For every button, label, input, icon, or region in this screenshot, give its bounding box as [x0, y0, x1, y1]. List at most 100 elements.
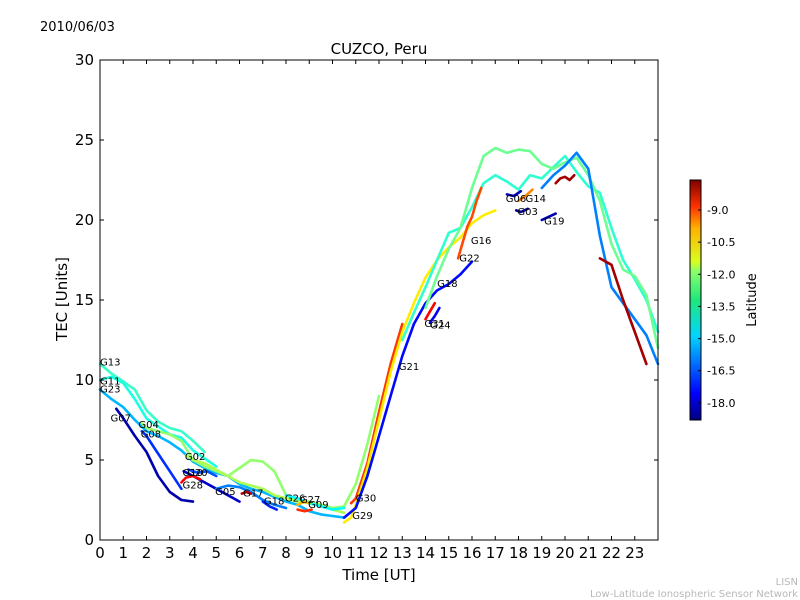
colorbar-tick-label: -13.5	[707, 300, 735, 313]
series-label: G04	[138, 420, 158, 431]
x-tick-label: 23	[625, 544, 644, 562]
colorbar-label: Latitude	[745, 273, 760, 327]
series-label: G27	[300, 495, 320, 506]
x-tick-label: 4	[188, 544, 198, 562]
x-tick-label: 13	[393, 544, 412, 562]
series-trace-g20	[187, 468, 218, 478]
x-tick-label: 6	[235, 544, 245, 562]
series-trace-g26	[284, 493, 346, 511]
series-trace-g14	[517, 188, 534, 203]
colorbar-ticks: -9.0 -10.5 -12.0 -13.5 -15.0 -16.5 -18.0	[698, 204, 735, 410]
series-label: G28	[183, 481, 203, 492]
series-label: G17	[243, 489, 263, 500]
date-label: 2010/06/03	[40, 20, 115, 35]
x-tick-label: 1	[118, 544, 128, 562]
x-tick-label: 12	[369, 544, 388, 562]
x-tick-label: 16	[462, 544, 481, 562]
series-trace-g17	[240, 490, 253, 495]
series-label: G23	[100, 385, 120, 396]
credit-network: Low-Latitude Ionospheric Sensor Network	[590, 589, 798, 600]
series-trace-g04	[140, 394, 381, 510]
series-trace-g08	[140, 429, 183, 491]
series-label: G18	[264, 497, 284, 508]
series-label: G11	[100, 377, 120, 388]
series-label: G14	[525, 194, 545, 205]
series-label: G02	[185, 452, 205, 463]
series-label: G16	[471, 236, 491, 247]
series-label: G22	[459, 253, 479, 264]
series-label: G10	[183, 468, 203, 479]
series-label: G21	[399, 362, 419, 373]
series-label: G06	[506, 194, 526, 205]
series-trace-g19	[540, 212, 558, 222]
series-trace-g09	[296, 508, 313, 513]
series-trace-g16	[424, 146, 660, 350]
x-tick-label: 9	[304, 544, 314, 562]
series-trace-g28	[180, 474, 202, 484]
x-tick-label: 10	[323, 544, 342, 562]
x-tick-label: 22	[602, 544, 621, 562]
series-label: G05	[215, 487, 235, 498]
data-layer	[98, 146, 660, 524]
series-trace-g27	[296, 500, 311, 507]
series-trace-unlabeled-30	[598, 257, 648, 366]
x-tick-label: 8	[281, 544, 291, 562]
series-label: G29	[352, 511, 372, 522]
series-trace-g31	[424, 301, 437, 321]
series-trace-g21	[342, 260, 474, 519]
x-tick-label: 15	[439, 544, 458, 562]
colorbar-tick-label: -18.0	[707, 397, 735, 410]
series-trace-unlabeled-29	[540, 151, 660, 366]
x-tick-label: 17	[486, 544, 505, 562]
series-label: G07	[110, 413, 130, 424]
series-trace-g22	[456, 186, 483, 260]
colorbar-tick-label: -10.5	[707, 236, 735, 249]
y-tick-label: 0	[84, 531, 94, 549]
series-label: G13	[100, 357, 120, 368]
colorbar	[689, 179, 702, 421]
x-tick-label: 5	[211, 544, 221, 562]
series-trace-g30	[349, 322, 404, 505]
series-label: G08	[141, 429, 161, 440]
series-label: G26	[285, 493, 305, 504]
y-tick-label: 10	[75, 371, 94, 389]
x-axis-label: Time [UT]	[341, 566, 415, 584]
colorbar-tick-label: -12.0	[707, 268, 735, 281]
x-tick-label: 2	[142, 544, 152, 562]
series-trace-g05	[215, 484, 288, 510]
x-tick-label: 11	[346, 544, 365, 562]
axis-ticks: 0 1 2 3 4 5 6 7 8 9 10 11 12 13 14 15 16 17 18 19 20 21 22 2305…	[75, 51, 658, 562]
series-label: G24	[430, 321, 450, 332]
x-tick-label: 7	[258, 544, 268, 562]
y-tick-label: 20	[75, 211, 94, 229]
series-label: G18	[437, 279, 457, 290]
series-trace-g06	[505, 189, 523, 198]
y-tick-label: 25	[75, 131, 94, 149]
series-trace-g11	[98, 375, 218, 468]
x-tick-label: 18	[509, 544, 528, 562]
series-trace-g03	[514, 207, 530, 214]
y-axis-label: TEC [Units]	[53, 257, 71, 342]
series-label: G09	[308, 500, 328, 511]
series-trace-g13	[98, 362, 206, 454]
series-trace-g18	[261, 500, 279, 511]
x-tick-label: 19	[532, 544, 551, 562]
series-label: G30	[356, 493, 376, 504]
y-tick-label: 30	[75, 51, 94, 69]
series-trace-g07	[115, 407, 195, 503]
x-tick-label: 20	[555, 544, 574, 562]
x-tick-label: 0	[95, 544, 105, 562]
colorbar-tick-label: -15.0	[707, 333, 735, 346]
x-tick-label: 21	[579, 544, 598, 562]
x-tick-label: 3	[165, 544, 175, 562]
series-trace-unlabeled-28	[554, 173, 576, 185]
y-tick-label: 5	[84, 451, 94, 469]
x-tick-label: 14	[416, 544, 435, 562]
series-label: G19	[544, 217, 564, 228]
series-trace-g18	[400, 154, 660, 342]
series-label: G03	[517, 207, 537, 218]
colorbar-tick-label: -9.0	[707, 204, 728, 217]
series-trace-g24	[428, 306, 441, 324]
